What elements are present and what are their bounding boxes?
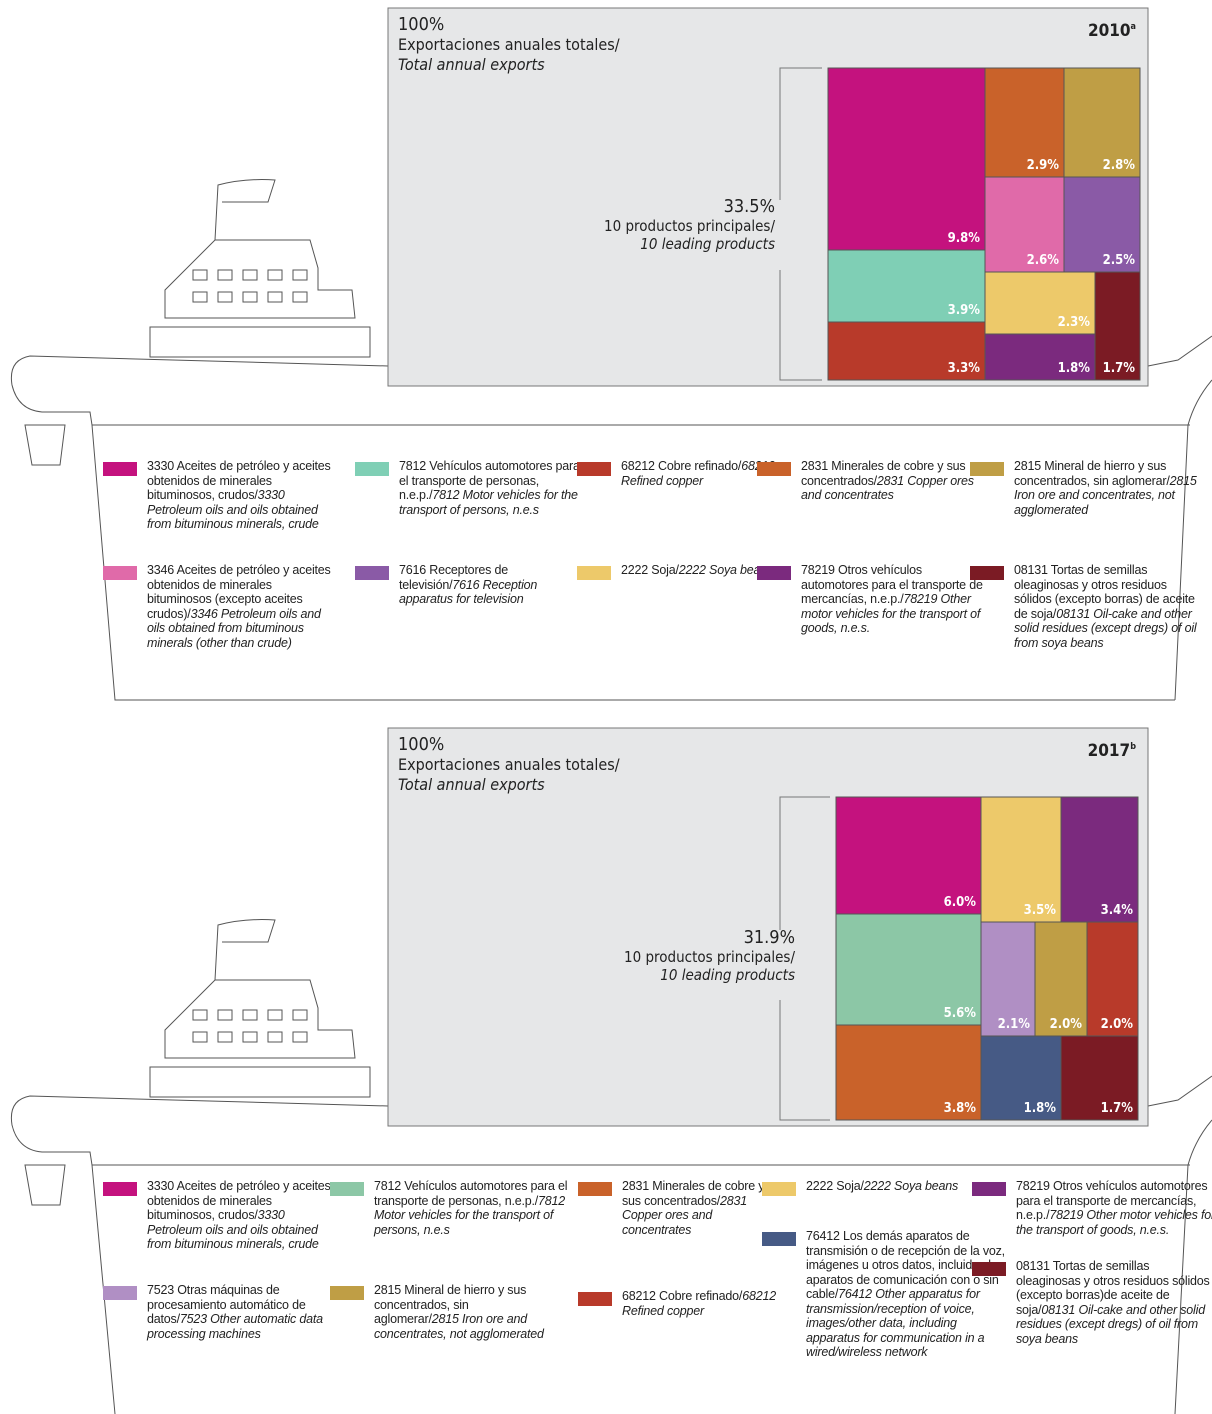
leading-text: 10 productos principales/ <box>604 217 775 235</box>
legend-entry: 76412 Los demás aparatos de transmisión … <box>806 1229 1006 1360</box>
page: 100%Exportaciones anuales totales/Total … <box>0 0 1212 1414</box>
legend-swatch <box>970 566 1004 580</box>
total-label: 100% <box>398 14 444 35</box>
year-value: 2010 <box>1088 21 1131 41</box>
legend-entry: 3346 Aceites de petróleo y aceites obten… <box>147 563 337 650</box>
subtitle: Exportaciones anuales totales/ <box>398 35 620 54</box>
windows <box>193 1010 307 1042</box>
value-label: 3.5% <box>1024 903 1057 918</box>
value-label: 9.8% <box>948 231 981 246</box>
legend-swatch <box>577 462 611 476</box>
legend-swatch <box>103 1182 137 1196</box>
legend-name: 2222 Soja/ <box>621 563 679 577</box>
legend-swatch <box>578 1182 612 1196</box>
legend-name: 3330 Aceites de petróleo y aceites obten… <box>147 1179 331 1222</box>
leading-text-en: 10 leading products <box>640 235 775 253</box>
year: 2017b <box>1088 741 1137 761</box>
value-label: 1.8% <box>1058 361 1091 376</box>
legend-entry: 7523 Otras máquinas de procesamiento aut… <box>147 1283 337 1341</box>
legend-entry: 2815 Mineral de hierro y sus concentrado… <box>374 1283 554 1341</box>
legend-entry: 68212 Cobre refinado/68212 Refined coppe… <box>622 1289 782 1318</box>
leading-label: 33.5% <box>724 196 775 217</box>
legend-swatch <box>577 566 611 580</box>
legend-name: 2222 Soja/ <box>806 1179 864 1193</box>
year-note: b <box>1130 742 1136 752</box>
windows <box>193 270 307 302</box>
deck <box>150 327 370 357</box>
hull-detail <box>25 1165 65 1205</box>
legend-entry: 2831 Minerales de cobre y sus concentrad… <box>801 459 991 503</box>
legend-swatch <box>103 1286 137 1300</box>
legend-entry: 7812 Vehículos automotores para el trans… <box>399 459 589 517</box>
legend-swatch <box>330 1286 364 1300</box>
legend-entry: 3330 Aceites de petróleo y aceites obten… <box>147 1179 342 1252</box>
legend-name-en: 08131 Oil-cake and other solid residues … <box>1016 1303 1205 1346</box>
leading-text-en: 10 leading products <box>660 966 795 984</box>
year: 2010a <box>1088 21 1136 41</box>
value-label: 2.1% <box>998 1017 1031 1032</box>
legend-swatch <box>355 566 389 580</box>
value-label: 2.8% <box>1103 158 1136 173</box>
year-note: a <box>1131 22 1136 32</box>
legend-swatch <box>972 1262 1006 1276</box>
legend-swatch <box>103 566 137 580</box>
legend-entry: 2815 Mineral de hierro y sus concentrado… <box>1014 459 1204 517</box>
legend-swatch <box>972 1182 1006 1196</box>
legend-name: 3330 Aceites de petróleo y aceites obten… <box>147 459 331 502</box>
deck <box>150 1067 370 1097</box>
value-label: 3.3% <box>948 361 981 376</box>
legend-entry: 7812 Vehículos automotores para el trans… <box>374 1179 584 1237</box>
legend-name: 2815 Mineral de hierro y sus concentrado… <box>1014 459 1170 488</box>
legend-swatch <box>757 462 791 476</box>
value-label: 2.0% <box>1050 1017 1083 1032</box>
treemap-cell <box>828 68 985 250</box>
legend-entry: 3330 Aceites de petróleo y aceites obten… <box>147 459 337 532</box>
year-value: 2017 <box>1088 741 1131 761</box>
value-label: 2.9% <box>1027 158 1060 173</box>
total-label: 100% <box>398 734 444 755</box>
value-label: 3.9% <box>948 303 981 318</box>
value-label: 2.5% <box>1103 253 1136 268</box>
subtitle-en: Total annual exports <box>398 55 545 74</box>
legend-entry: 2831 Minerales de cobre y sus concentrad… <box>622 1179 772 1237</box>
value-label: 2.3% <box>1058 315 1091 330</box>
legend-swatch <box>330 1182 364 1196</box>
value-label: 6.0% <box>944 895 977 910</box>
legend-name: 68212 Cobre refinado/ <box>622 1289 742 1303</box>
value-label: 1.8% <box>1024 1101 1057 1116</box>
legend-swatch <box>355 462 389 476</box>
legend-name: 68212 Cobre refinado/ <box>621 459 741 473</box>
legend-entry: 78219 Otros vehículos automotores para e… <box>801 563 991 636</box>
value-label: 1.7% <box>1103 361 1136 376</box>
legend-swatch <box>578 1292 612 1306</box>
leading-text: 10 productos principales/ <box>624 948 795 966</box>
legend-entry: 08131 Tortas de semillas oleaginosas y o… <box>1016 1259 1211 1346</box>
legend-entry: 2222 Soja/2222 Soya beans <box>806 1179 966 1194</box>
legend-entry: 08131 Tortas de semillas oleaginosas y o… <box>1014 563 1204 650</box>
value-label: 2.0% <box>1101 1017 1134 1032</box>
subtitle-en: Total annual exports <box>398 775 545 794</box>
value-label: 1.7% <box>1101 1101 1134 1116</box>
legend-swatch <box>762 1182 796 1196</box>
leading-label: 31.9% <box>744 927 795 948</box>
legend-swatch <box>103 462 137 476</box>
legend-swatch <box>970 462 1004 476</box>
value-label: 5.6% <box>944 1006 977 1021</box>
legend-swatch <box>757 566 791 580</box>
value-label: 3.8% <box>944 1101 977 1116</box>
value-label: 3.4% <box>1101 903 1134 918</box>
legend-entry: 7616 Receptores de televisión/7616 Recep… <box>399 563 559 607</box>
value-label: 2.6% <box>1027 253 1060 268</box>
legend-name-en: 2222 Soya beans <box>864 1179 958 1193</box>
subtitle: Exportaciones anuales totales/ <box>398 755 620 774</box>
legend-swatch <box>762 1232 796 1246</box>
hull-detail <box>25 425 65 465</box>
legend-entry: 78219 Otros vehículos automotores para e… <box>1016 1179 1212 1237</box>
